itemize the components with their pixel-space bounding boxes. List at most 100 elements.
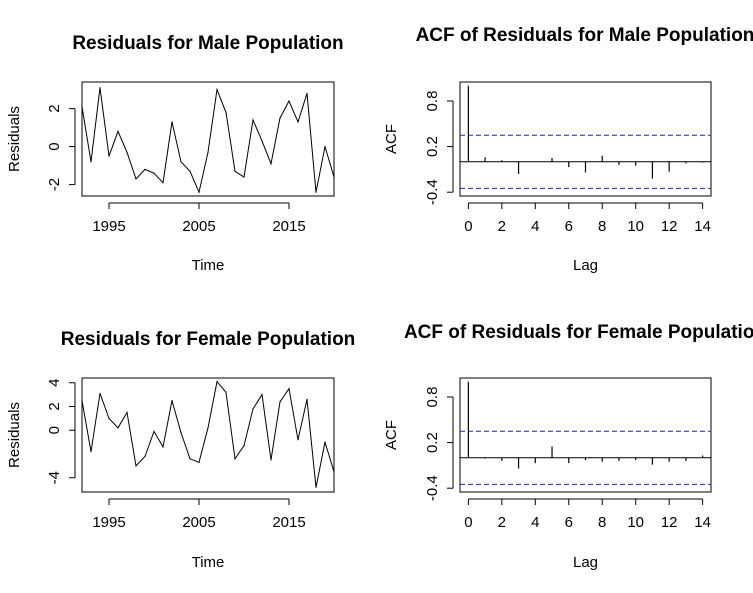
y-tick-label: -0.4 (424, 475, 441, 501)
data-point (324, 441, 326, 443)
data-point (90, 451, 92, 453)
data-point (261, 140, 263, 142)
data-point (306, 92, 308, 94)
y-tick-label: 2 (46, 104, 63, 112)
data-point (243, 176, 245, 178)
data-point (315, 191, 317, 193)
plot-frame (81, 81, 335, 197)
x-tick-label: 1995 (92, 218, 125, 235)
data-point (117, 427, 119, 429)
y-tick-label: 0.2 (424, 136, 441, 157)
x-tick-label: 8 (598, 218, 606, 235)
data-point (288, 100, 290, 102)
x-tick-label: 2005 (182, 514, 215, 531)
data-point (216, 380, 218, 383)
data-point (171, 399, 173, 402)
x-tick-label: 6 (565, 218, 573, 235)
data-point (207, 427, 209, 429)
data-point (198, 191, 200, 193)
y-tick-label: -0.4 (424, 179, 441, 205)
chart-panel-3: Residuals for Female Population Time Resid… (6, 329, 355, 571)
data-point (288, 388, 290, 390)
y-axis-label: ACF (383, 420, 400, 450)
data-point (189, 458, 191, 460)
x-tick-label: 12 (661, 218, 678, 235)
data-point (270, 163, 272, 165)
y-tick-label: 0.8 (424, 91, 441, 112)
data-point (162, 446, 164, 448)
data-point (225, 391, 227, 393)
x-tick-label: 14 (694, 514, 711, 531)
data-point (234, 458, 236, 460)
x-tick-label: 2015 (272, 218, 305, 235)
data-point (153, 172, 155, 174)
data-point (234, 170, 236, 172)
data-point (216, 89, 218, 91)
x-tick-label: 2005 (182, 218, 215, 235)
data-point (279, 117, 281, 119)
data-point (252, 119, 254, 121)
x-tick-label: 12 (661, 514, 678, 531)
x-tick-label: 2 (498, 218, 506, 235)
x-axis-label: Time (192, 257, 225, 274)
data-point (297, 121, 299, 123)
x-tick-label: 1995 (92, 514, 125, 531)
data-point (261, 394, 263, 396)
x-tick-label: 4 (531, 218, 539, 235)
plot-frame (81, 377, 335, 493)
data-point (333, 176, 335, 178)
chart-title: ACF of Residuals for Male Population (416, 25, 753, 46)
data-point (108, 155, 110, 157)
data-point (243, 445, 245, 447)
data-point (144, 168, 146, 170)
plot-frame (459, 377, 712, 493)
y-axis-label: Residuals (6, 106, 23, 172)
x-tick-label: 10 (627, 514, 644, 531)
y-tick-label: 0 (46, 142, 63, 150)
x-tick-label: 14 (694, 218, 711, 235)
data-point (198, 461, 200, 463)
y-tick-label: -4 (46, 471, 63, 484)
data-point (297, 439, 299, 441)
x-axis-label: Lag (573, 554, 598, 571)
data-point (117, 130, 119, 132)
data-point (135, 465, 137, 467)
y-tick-label: 2 (46, 402, 63, 410)
x-tick-label: 0 (464, 218, 472, 235)
data-point (162, 182, 164, 184)
x-axis-label: Lag (573, 257, 598, 274)
data-point (81, 399, 83, 402)
data-point (126, 151, 128, 153)
y-axis-label: Residuals (6, 402, 23, 468)
chart-panel-4: ACF of Residuals for Female Population La… (383, 322, 753, 571)
y-tick-label: 0.2 (424, 432, 441, 453)
residual-series-line (81, 87, 335, 194)
data-point (315, 486, 317, 488)
y-tick-label: 0 (46, 426, 63, 434)
data-point (90, 161, 92, 163)
data-point (108, 417, 110, 419)
data-point (126, 411, 128, 414)
chart-title: ACF of Residuals for Female Population (404, 322, 753, 343)
y-tick-label: 4 (46, 379, 63, 387)
data-point (144, 455, 146, 457)
data-point (270, 459, 272, 461)
data-point (333, 471, 335, 473)
data-point (99, 87, 101, 89)
data-point (135, 178, 137, 180)
x-tick-label: 4 (531, 514, 539, 531)
plot-frame (459, 81, 712, 197)
data-point (171, 121, 173, 123)
data-point (279, 401, 281, 403)
data-point (153, 430, 155, 433)
data-point (99, 392, 101, 395)
chart-panel-1: Residuals for Male Population Time Residua… (6, 33, 344, 274)
data-point (225, 111, 227, 113)
data-point (207, 151, 209, 153)
residual-series-line (81, 380, 335, 488)
data-point (189, 170, 191, 172)
data-point (324, 146, 326, 148)
y-tick-label: -2 (46, 178, 63, 191)
data-point (180, 432, 182, 434)
